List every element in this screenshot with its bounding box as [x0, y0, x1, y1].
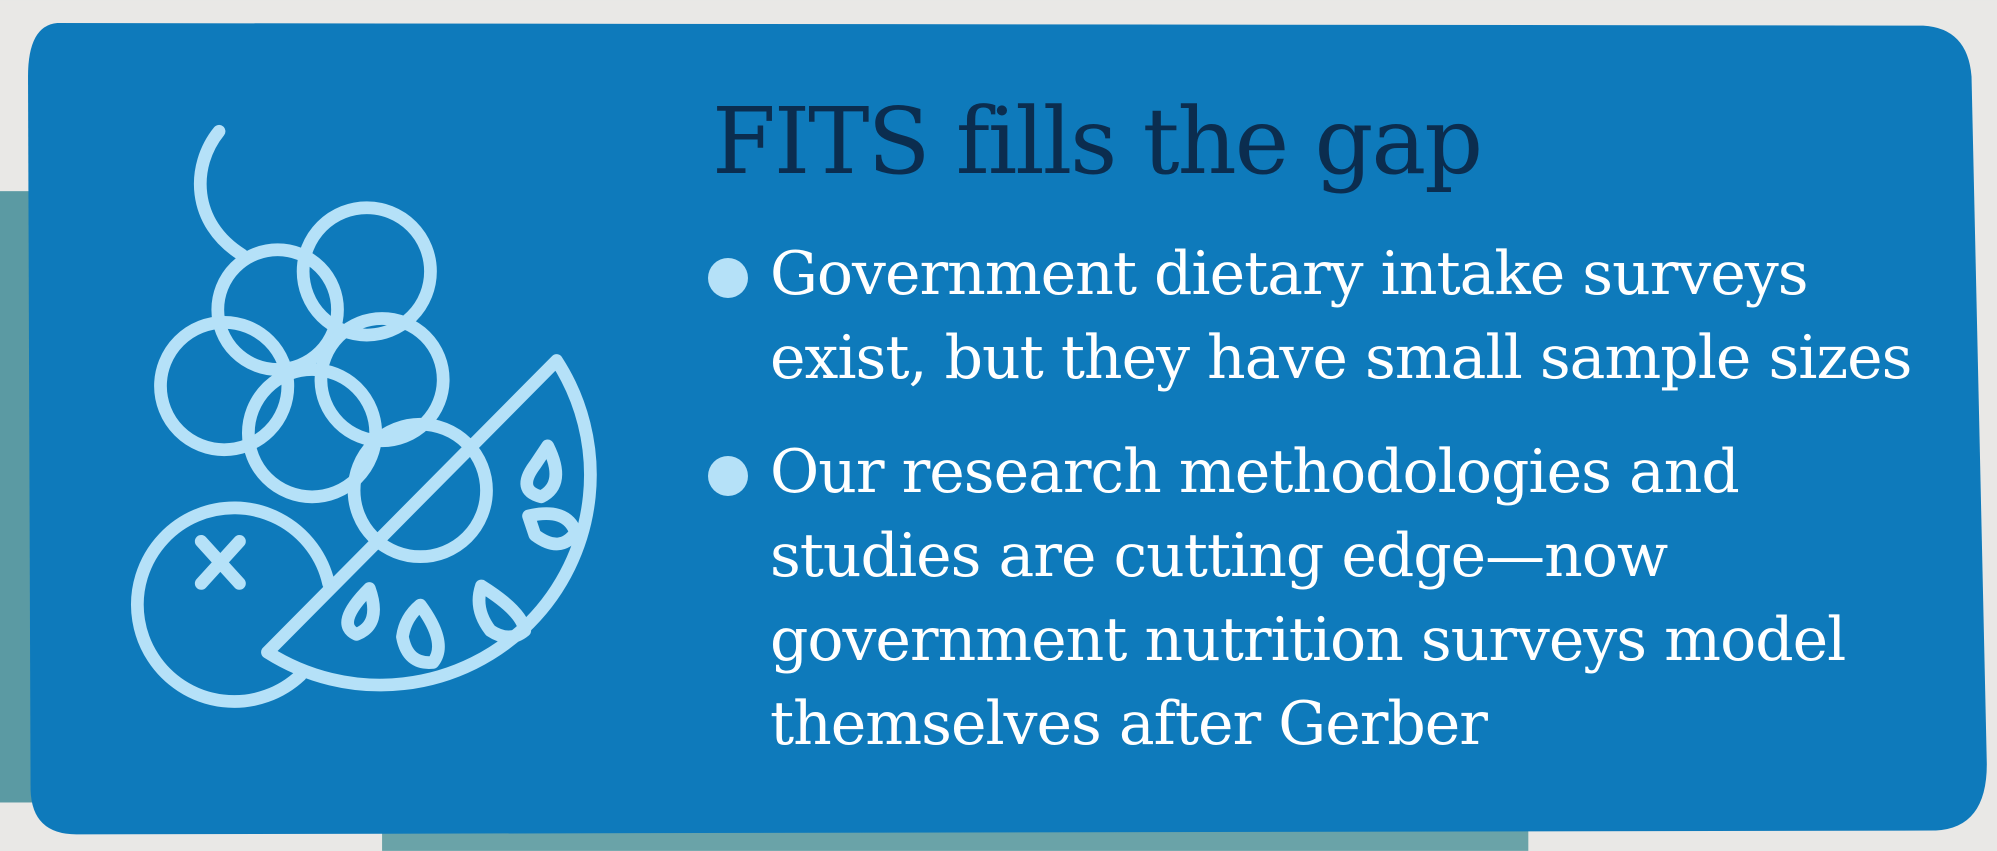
- bullet: Government dietary intake surveys exist,…: [706, 232, 1936, 400]
- page: FITS fills the gap Government dietary in…: [0, 0, 1997, 851]
- bullet-list: Government dietary intake surveys exist,…: [706, 232, 1936, 796]
- bullet: Our research methodologies and studies a…: [706, 430, 1936, 766]
- title: FITS fills the gap: [712, 88, 1481, 195]
